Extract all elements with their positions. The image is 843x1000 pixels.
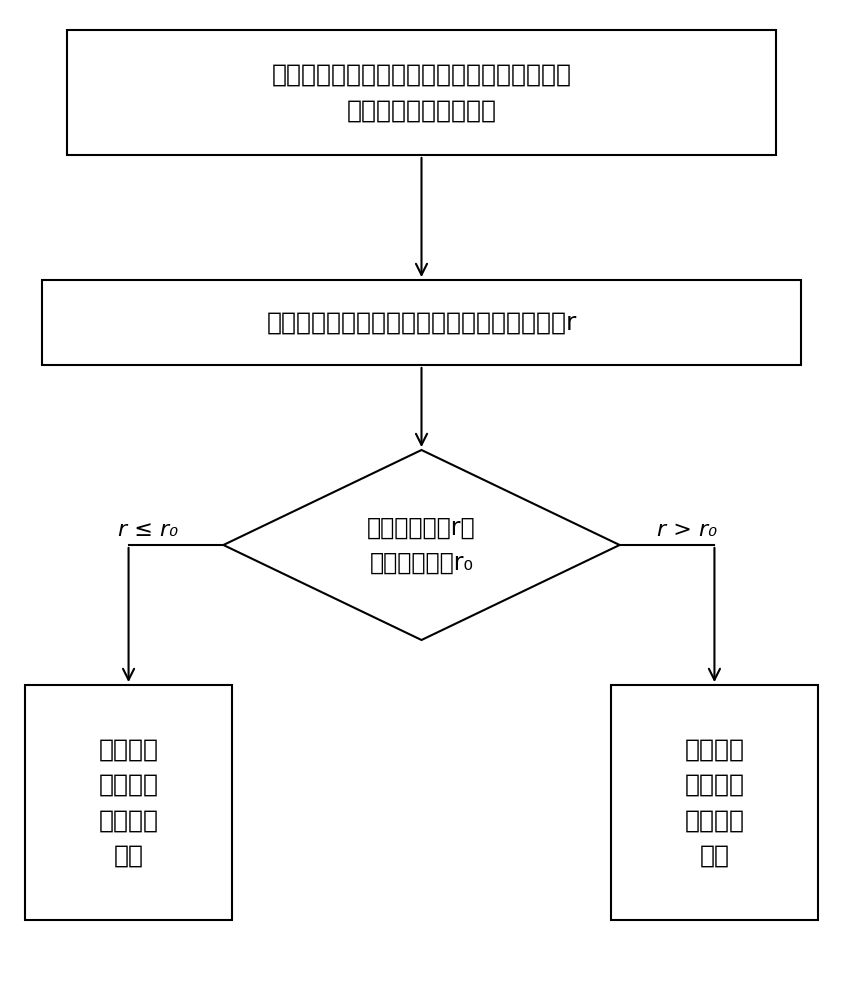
Bar <box>42 280 801 365</box>
Text: 比较水平距离r、
模型切换距离r₀: 比较水平距离r、 模型切换距离r₀ <box>368 515 475 575</box>
Polygon shape <box>223 450 620 640</box>
Text: 四点源预
测模型计
算远场噪
声值: 四点源预 测模型计 算远场噪 声值 <box>99 737 158 868</box>
Text: 五点源预
测模型计
算远场噪
声值: 五点源预 测模型计 算远场噪 声值 <box>685 737 744 868</box>
Bar <box>67 30 776 155</box>
Text: 检测当前预测点与变压器外壳之间的水平距离r: 检测当前预测点与变压器外壳之间的水平距离r <box>266 310 577 334</box>
Text: r > r₀: r > r₀ <box>657 520 717 540</box>
Bar <box>25 685 232 920</box>
Bar <box>611 685 818 920</box>
Text: 将变压器等效为一个六面体，建立四点源预测
模型、五点源预测模型: 将变压器等效为一个六面体，建立四点源预测 模型、五点源预测模型 <box>271 63 572 122</box>
Text: r ≤ r₀: r ≤ r₀ <box>117 520 178 540</box>
